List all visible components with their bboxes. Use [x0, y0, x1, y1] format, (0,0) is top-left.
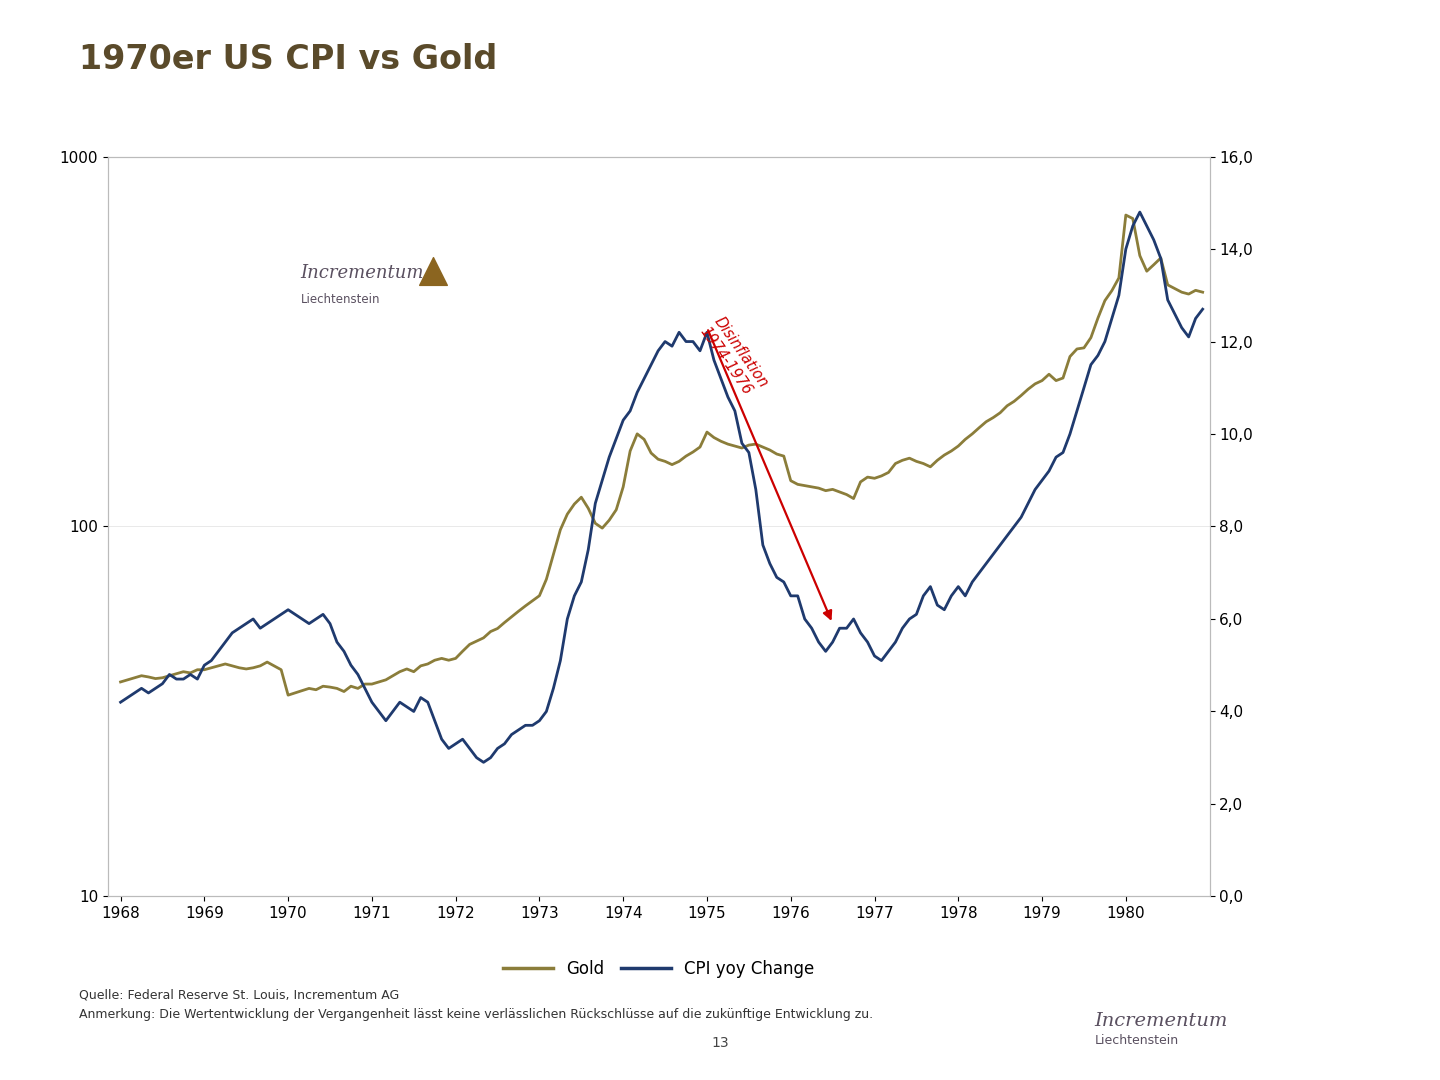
Text: Anmerkung: Die Wertentwicklung der Vergangenheit lässt keine verlässlichen Rücks: Anmerkung: Die Wertentwicklung der Verga… [79, 1008, 873, 1021]
Text: Disinflation
1974-1976: Disinflation 1974-1976 [697, 314, 770, 401]
Text: Incrementum: Incrementum [301, 264, 425, 282]
Text: 13: 13 [711, 1036, 729, 1050]
Text: Incrementum: Incrementum [1094, 1012, 1228, 1029]
Text: 1970er US CPI vs Gold: 1970er US CPI vs Gold [79, 43, 497, 76]
Text: Quelle: Federal Reserve St. Louis, Incrementum AG: Quelle: Federal Reserve St. Louis, Incre… [79, 988, 399, 1001]
Legend: Gold, CPI yoy Change: Gold, CPI yoy Change [497, 953, 821, 984]
Text: Liechtenstein: Liechtenstein [1094, 1034, 1178, 1047]
Text: Liechtenstein: Liechtenstein [301, 294, 380, 307]
